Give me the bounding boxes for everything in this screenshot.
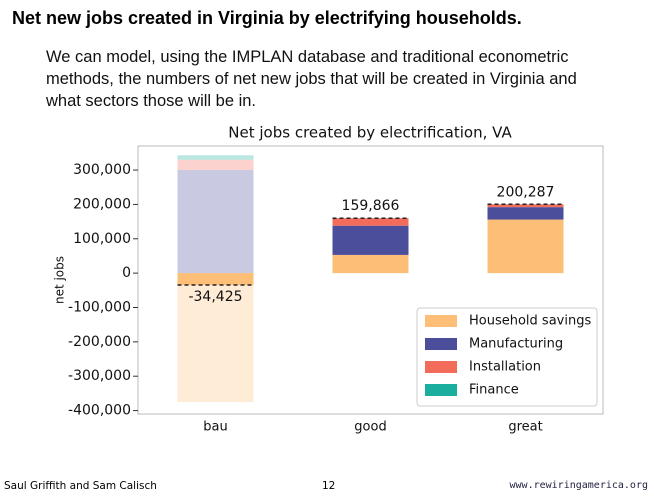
y-tick-label: 300,000 bbox=[73, 162, 131, 178]
bar-segment bbox=[177, 159, 254, 171]
y-tick-label: -100,000 bbox=[68, 299, 131, 315]
bar-segment bbox=[177, 273, 254, 402]
x-tick-label: great bbox=[508, 420, 542, 435]
bar-segment bbox=[487, 204, 564, 208]
y-tick-label: -200,000 bbox=[68, 334, 131, 350]
y-tick-label: -400,000 bbox=[68, 403, 131, 419]
bar-segment bbox=[177, 170, 254, 274]
bar-segment bbox=[332, 225, 409, 255]
x-tick-label: good bbox=[354, 420, 386, 435]
slide-title: Net new jobs created in Virginia by elec… bbox=[12, 8, 522, 28]
y-axis-label: net jobs bbox=[53, 256, 67, 304]
slide-text: We can model, using the IMPLAN database … bbox=[46, 48, 577, 110]
bar-segment bbox=[487, 207, 564, 220]
x-tick-label: bau bbox=[203, 420, 227, 435]
legend-label: Finance bbox=[469, 383, 519, 398]
net-label: 200,287 bbox=[497, 184, 555, 200]
plot-frame bbox=[137, 145, 604, 415]
y-tick-label: 200,000 bbox=[73, 196, 131, 212]
footer-url: www.rewiringamerica.org bbox=[509, 480, 648, 491]
legend-label: Manufacturing bbox=[469, 337, 563, 352]
y-tick-label: 0 bbox=[122, 265, 131, 281]
legend-swatch bbox=[425, 315, 457, 327]
footer-page: 12 bbox=[322, 480, 336, 492]
legend-swatch bbox=[425, 338, 457, 350]
bar-segment bbox=[332, 254, 409, 274]
footer-authors: Saul Griffith and Sam Calisch bbox=[4, 480, 157, 492]
net-label: 159,866 bbox=[342, 198, 400, 214]
net-bar bbox=[177, 273, 254, 285]
bar-segment bbox=[487, 219, 564, 274]
y-tick-label: 100,000 bbox=[73, 231, 131, 247]
legend-box bbox=[416, 307, 598, 407]
legend-swatch bbox=[425, 384, 457, 396]
legend-swatch bbox=[425, 361, 457, 373]
bar-segment bbox=[332, 218, 409, 226]
legend-label: Installation bbox=[469, 360, 541, 375]
chart-title: Net jobs created by electrification, VA bbox=[228, 124, 512, 142]
bar-segment bbox=[177, 155, 254, 160]
net-label: -34,425 bbox=[188, 289, 242, 305]
legend-label: Household savings bbox=[469, 314, 591, 329]
y-tick-label: -300,000 bbox=[68, 368, 131, 384]
